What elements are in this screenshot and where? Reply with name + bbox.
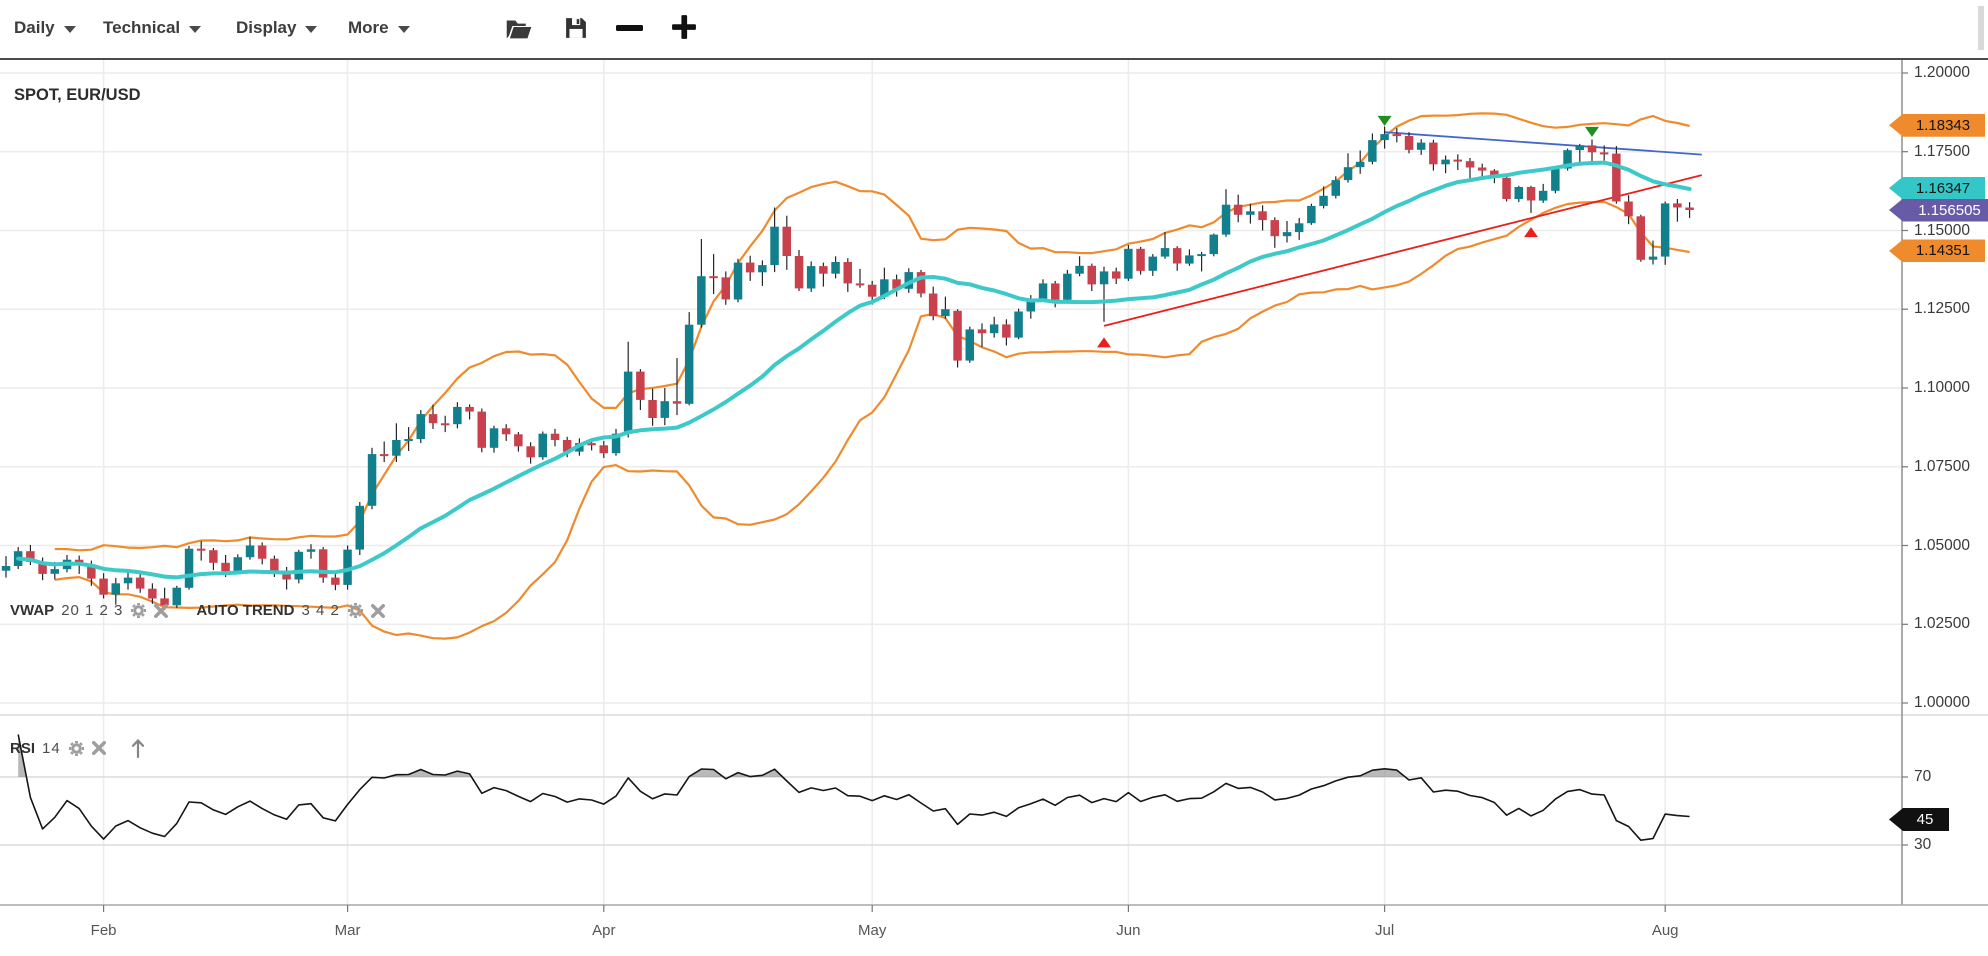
buy-signal-icon bbox=[1524, 227, 1538, 238]
overlay-indicator-strip: VWAP 20 1 2 3 AUTO TREND 3 4 2 bbox=[10, 602, 385, 619]
support-trendline[interactable] bbox=[1103, 174, 1703, 327]
last-price-badge: 1.156505 bbox=[1889, 198, 1988, 222]
autotrend-settings-button[interactable] bbox=[347, 602, 364, 619]
vwap-params: 20 1 2 3 bbox=[61, 602, 124, 619]
chevron-down-icon bbox=[63, 26, 76, 33]
close-icon bbox=[91, 741, 106, 755]
month-label: Mar bbox=[334, 922, 361, 939]
menu-more[interactable]: More bbox=[348, 0, 410, 56]
rsi-tick-label: 30 bbox=[1914, 836, 1932, 853]
band-lower-line bbox=[54, 200, 1690, 640]
save-button[interactable] bbox=[562, 14, 590, 47]
resistance-trendline[interactable] bbox=[1384, 131, 1702, 156]
price-tick-label: 1.17500 bbox=[1914, 142, 1971, 160]
gridlines bbox=[0, 58, 1988, 905]
folder-open-icon bbox=[506, 20, 532, 39]
menu-display[interactable]: Display bbox=[236, 0, 318, 56]
price-tick-label: 1.15000 bbox=[1914, 221, 1971, 239]
rsi-line bbox=[17, 734, 1690, 842]
price-tick-label: 1.05000 bbox=[1914, 536, 1971, 554]
rsi-params: 14 bbox=[42, 739, 61, 757]
autotrend-remove-button[interactable] bbox=[370, 603, 385, 618]
vwap-remove-button[interactable] bbox=[154, 603, 169, 618]
autotrend-label: AUTO TREND bbox=[196, 602, 295, 619]
chevron-down-icon bbox=[305, 26, 318, 33]
rsi-indicator-strip: RSI 14 bbox=[10, 738, 146, 758]
buy-signal-icon bbox=[1097, 337, 1111, 348]
arrow-up-icon bbox=[131, 738, 144, 758]
sell-signal-icon bbox=[1377, 115, 1392, 126]
price-tick-label: 1.00000 bbox=[1914, 694, 1971, 711]
gear-icon bbox=[131, 602, 147, 619]
vwap-badge: 1.16347 bbox=[1889, 176, 1985, 200]
close-icon bbox=[154, 603, 169, 618]
symbol-label: SPOT, EUR/USD bbox=[14, 86, 141, 104]
menu-more-label: More bbox=[348, 18, 389, 37]
toolbar: Daily Technical Display More bbox=[0, 0, 1988, 60]
band-lower-badge: 1.14351 bbox=[1889, 239, 1985, 263]
menu-daily[interactable]: Daily bbox=[14, 0, 76, 56]
month-label: May bbox=[858, 922, 887, 939]
price-tick-label: 1.07500 bbox=[1914, 457, 1971, 475]
menu-display-label: Display bbox=[236, 18, 297, 37]
minus-icon bbox=[616, 25, 643, 31]
autotrend-params: 3 4 2 bbox=[301, 602, 340, 619]
chevron-down-icon bbox=[189, 26, 202, 33]
chevron-down-icon bbox=[397, 26, 410, 33]
gear-icon bbox=[68, 740, 84, 756]
month-label: Apr bbox=[592, 922, 616, 939]
rsi-overbought-fill bbox=[18, 734, 1690, 777]
rsi-current-badge: 45 bbox=[1889, 808, 1949, 831]
rsi-move-up-button[interactable] bbox=[130, 738, 146, 758]
zoom-out-button[interactable] bbox=[616, 25, 643, 31]
vwap-label: VWAP bbox=[10, 602, 55, 619]
zoom-in-button[interactable] bbox=[670, 13, 698, 46]
month-label: Jun bbox=[1116, 922, 1141, 939]
plus-icon bbox=[672, 15, 696, 39]
close-icon bbox=[370, 603, 385, 618]
month-label: Aug bbox=[1651, 922, 1679, 939]
open-folder-button[interactable] bbox=[504, 15, 534, 47]
menu-daily-label: Daily bbox=[14, 18, 55, 37]
vwap-settings-button[interactable] bbox=[130, 602, 147, 619]
month-label: Feb bbox=[90, 922, 117, 939]
rsi-label: RSI bbox=[10, 739, 36, 757]
price-tick-label: 1.20000 bbox=[1914, 64, 1971, 81]
rsi-tick-label: 70 bbox=[1914, 768, 1932, 785]
toolbar-scrollbar[interactable] bbox=[1978, 6, 1984, 50]
gear-icon bbox=[347, 602, 363, 619]
band-upper-badge: 1.18343 bbox=[1889, 113, 1985, 137]
band-upper-line bbox=[54, 112, 1690, 552]
rsi-remove-button[interactable] bbox=[91, 741, 106, 755]
price-tick-label: 1.12500 bbox=[1914, 300, 1971, 318]
candles bbox=[1, 126, 1694, 611]
price-tick-label: 1.02500 bbox=[1914, 615, 1971, 633]
save-icon bbox=[566, 18, 586, 38]
price-tick-label: 1.10000 bbox=[1914, 379, 1971, 396]
sell-signal-icon bbox=[1585, 126, 1599, 137]
month-label: Jul bbox=[1375, 922, 1395, 939]
rsi-settings-button[interactable] bbox=[68, 740, 85, 757]
menu-technical[interactable]: Technical bbox=[103, 0, 202, 56]
vwap-line bbox=[16, 160, 1692, 580]
menu-technical-label: Technical bbox=[103, 18, 181, 37]
